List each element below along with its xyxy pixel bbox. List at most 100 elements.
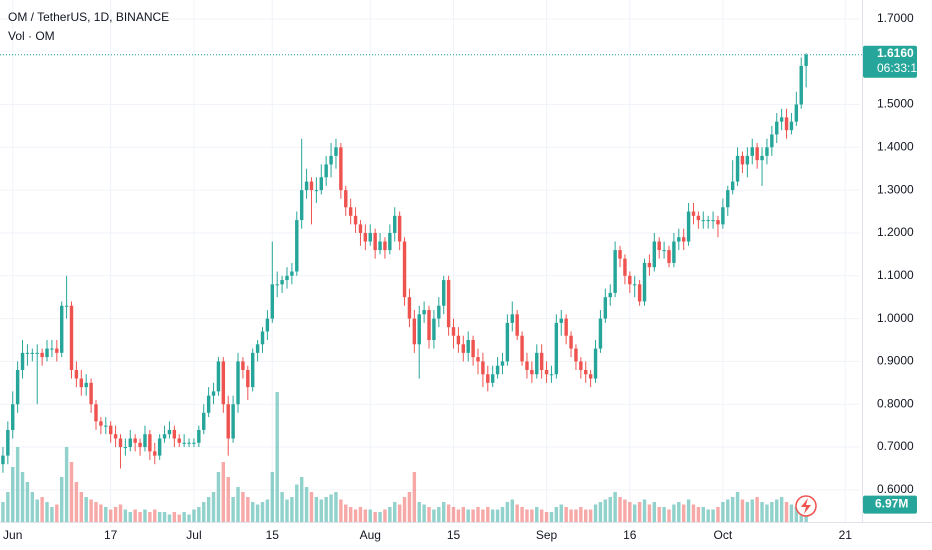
volume-bar [466, 509, 470, 522]
volume-bar [525, 509, 529, 522]
candle-body [490, 374, 495, 383]
candle-body [348, 207, 353, 216]
volume-bar [417, 502, 421, 522]
candle-body [368, 232, 372, 242]
candle-body [6, 429, 10, 456]
y-tick-label: 1.0000 [877, 311, 914, 325]
candle-body [515, 314, 519, 336]
candle-body [804, 54, 808, 66]
volume-bar [216, 472, 221, 522]
candle-body [711, 220, 715, 222]
candle-body [652, 241, 657, 268]
candle-body [476, 357, 480, 362]
last-price-box [863, 45, 917, 78]
candle-body [99, 421, 103, 426]
candle-body [241, 361, 245, 370]
volume-bar [138, 512, 142, 522]
candle-body [314, 190, 319, 192]
candle-body [339, 147, 343, 191]
candle-body [221, 361, 226, 405]
candle-body [133, 438, 137, 443]
candle-body [358, 224, 363, 233]
volume-bar [642, 499, 647, 522]
lightning-icon[interactable] [795, 495, 817, 517]
volume-bar [285, 499, 289, 522]
x-tick-label: Jul [186, 528, 201, 542]
last-volume-box [863, 495, 917, 514]
volume-bar [755, 497, 759, 522]
volume-bar [535, 507, 539, 522]
volume-bar [211, 492, 216, 522]
candle-body [539, 352, 544, 370]
volume-bar [197, 507, 201, 522]
candle-body [290, 271, 294, 276]
volume-bar [393, 502, 397, 522]
volume-bar [290, 497, 294, 522]
countdown-label: 06:33:17 [877, 61, 924, 75]
candle-body [153, 451, 157, 456]
candle-body [407, 297, 412, 319]
volume-bar [99, 504, 103, 522]
chart-title: OM / TetherUS, 1D, BINANCE [8, 10, 169, 24]
candle-body [25, 352, 30, 354]
candle-body [393, 215, 397, 233]
candle-body [716, 220, 720, 225]
volume-bar [64, 447, 69, 522]
volume-bar [397, 504, 402, 522]
candle-body [55, 348, 59, 353]
y-tick-label: 0.8000 [877, 396, 914, 410]
y-tick-label: 0.7000 [877, 439, 914, 453]
volume-bar [716, 507, 720, 522]
candle-body [270, 284, 275, 319]
candle-body [334, 147, 338, 156]
candle-body [750, 147, 754, 156]
volume-bar [128, 512, 132, 522]
volume-bar [721, 502, 725, 522]
candle-body [397, 215, 402, 242]
candle-body [167, 429, 172, 435]
volume-bar [280, 492, 284, 522]
candle-body [549, 374, 554, 376]
volume-bar [500, 507, 505, 522]
candle-body [755, 147, 759, 161]
icon-bolt[interactable] [801, 498, 811, 514]
volume-bar [613, 492, 617, 522]
volume-bar [584, 509, 588, 522]
y-tick-label: 1.4000 [877, 139, 914, 153]
candle-body [383, 241, 387, 251]
volume-bar [657, 507, 661, 522]
volume-bar [770, 502, 774, 522]
volume-bar [55, 504, 59, 522]
candle-body [574, 348, 578, 362]
candle-body [535, 352, 539, 375]
candle-body [143, 434, 147, 448]
candle-body [603, 297, 608, 319]
candle-body [784, 117, 789, 131]
candle-body [505, 322, 510, 362]
volume-bar [11, 467, 15, 522]
candle-body [677, 237, 681, 242]
candle-body [319, 177, 323, 191]
volume-bar [157, 512, 162, 522]
candles [1, 53, 808, 473]
volume-bar [45, 502, 49, 522]
x-tick-label: Jun [3, 528, 22, 542]
volume-bar [363, 509, 368, 522]
volume-bar [148, 512, 152, 522]
volume-bar [270, 472, 275, 522]
volume-bar [681, 504, 686, 522]
volume-bar [779, 497, 784, 522]
candle-body [138, 442, 142, 448]
candle-body [657, 241, 661, 251]
candle-body [246, 369, 250, 388]
candle-body [295, 220, 299, 272]
volume-bar [579, 507, 583, 522]
volume-bar [50, 507, 54, 522]
volume-bar [206, 497, 211, 522]
volume-bar [623, 499, 627, 522]
volume-bar [598, 502, 603, 522]
volume-bar [79, 492, 84, 522]
y-tick-label: 0.6000 [877, 482, 914, 496]
volume-bar [633, 504, 637, 522]
candle-body [94, 404, 98, 422]
